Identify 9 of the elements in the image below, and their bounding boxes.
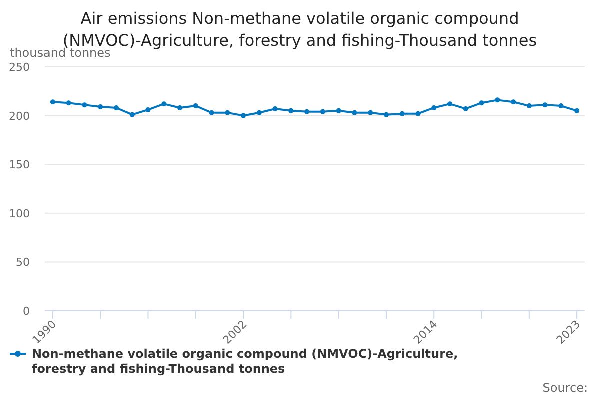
y-tick-label: 0 bbox=[23, 305, 30, 318]
y-tick-label: 50 bbox=[16, 256, 30, 270]
legend-label: Non-methane volatile organic compound (NMVOC)-Agriculture, forestry and fishing-Thousand tonnes bbox=[32, 347, 458, 376]
source-note: Source: bbox=[542, 381, 588, 395]
y-tick-label: 150 bbox=[9, 158, 30, 172]
y-tick-label: 100 bbox=[9, 207, 30, 220]
y-tick-label: 200 bbox=[9, 110, 30, 123]
y-tick-label: 250 bbox=[9, 61, 30, 74]
chart-title: Air emissions Non-methane volatile organic compound (NMVOC)-Agriculture, forestry and fishing-Thousand tonnes bbox=[62, 9, 538, 50]
